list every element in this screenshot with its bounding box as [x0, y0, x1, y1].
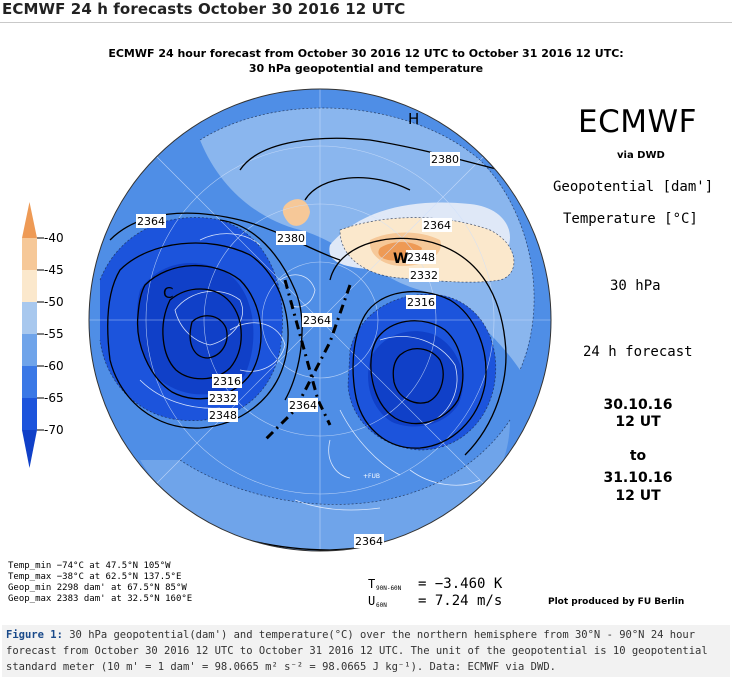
range-to: to	[629, 448, 647, 464]
metric-u-subscript: 60N	[376, 602, 387, 609]
legend-band-6	[22, 398, 37, 430]
contour-label-4: 2348	[407, 251, 435, 264]
page-title: ECMWF 24 h forecasts October 30 2016 12 …	[2, 0, 406, 18]
polar-stereographic-map: 2364 2380 2364 2380 2348 2332 2316 2364 …	[88, 88, 552, 552]
temperature-label: Temperature [°C]	[563, 211, 698, 227]
start-date: 30.10.16	[603, 397, 673, 413]
map-outline	[88, 88, 552, 552]
legend-tick-6: -70	[44, 423, 64, 437]
light-blue-region-south	[140, 420, 510, 551]
metric-u-label: U	[368, 594, 376, 608]
stat-geop-max: Geop_max 2383 dam' at 32.5°N 160°E	[8, 594, 193, 604]
high-pressure-label: H	[408, 110, 419, 128]
data-source-label: via DWD	[617, 150, 665, 161]
forecast-range: 24 h forecast	[583, 344, 693, 360]
stat-geop-min: Geop_min 2298 dam' at 67.5°N 85°W	[8, 583, 187, 593]
chart-title-line1: ECMWF 24 hour forecast from October 30 2…	[108, 47, 624, 60]
end-date: 31.10.16	[603, 470, 673, 486]
metric-t-value: = −3.460 K	[418, 576, 503, 592]
legend-band-1	[22, 238, 37, 270]
cold-center-label: C	[163, 284, 173, 302]
contour-label-3: 2380	[277, 232, 305, 245]
legend-tick-0: -40	[44, 231, 64, 245]
legend-band-3	[22, 302, 37, 334]
contour-label-10: 2348	[209, 409, 237, 422]
stat-temp-min: Temp_min −74°C at 47.5°N 105°W	[8, 561, 171, 571]
figure-caption: Figure 1: 30 hPa geopotential(dam') and …	[2, 625, 730, 677]
contour-label-11: 2364	[289, 399, 317, 412]
legend-tick-5: -65	[44, 391, 64, 405]
legend-tick-4: -60	[44, 359, 64, 373]
contour-label-9: 2332	[209, 392, 237, 405]
contour-label-2: 2364	[423, 219, 451, 232]
legend-band-5	[22, 366, 37, 398]
contour-label-0: 2364	[137, 215, 165, 228]
contour-label-7: 2364	[303, 314, 331, 327]
contour-label-12: 2364	[355, 535, 383, 548]
caption-text: 30 hPa geopotential(dam') and temperatur…	[6, 629, 708, 673]
fub-location-label: +FUB	[363, 473, 380, 480]
title-divider	[0, 22, 732, 23]
brand-logo-text: ECMWF	[578, 104, 697, 140]
contour-label-1: 2380	[431, 153, 459, 166]
plot-credit: Plot produced by FU Berlin	[548, 597, 685, 607]
warm-area-west	[282, 199, 310, 226]
trough-axes	[263, 279, 352, 442]
pressure-level: 30 hPa	[610, 278, 661, 294]
legend-tick-1: -45	[44, 263, 64, 277]
legend-band-7	[22, 430, 37, 468]
cold-core-west	[136, 263, 254, 395]
legend-tick-3: -55	[44, 327, 64, 341]
temperature-color-legend	[22, 202, 44, 468]
end-time: 12 UT	[615, 488, 661, 504]
caption-label: Figure 1:	[6, 629, 63, 641]
temperature-contours	[99, 107, 535, 505]
chart-title: ECMWF 24 hour forecast from October 30 2…	[0, 46, 732, 76]
metric-u-value: = 7.24 m/s	[418, 593, 503, 609]
legend-band-4	[22, 334, 37, 366]
warm-center-label: W	[393, 251, 408, 267]
metric-t-label: T	[368, 577, 376, 591]
contour-labels: 2364 2380 2364 2380 2348 2332 2316 2364 …	[136, 152, 460, 548]
metric-t-subscript: 90N-60N	[376, 585, 402, 592]
legend-tick-2: -50	[44, 295, 64, 309]
cold-core-east	[368, 331, 464, 427]
stat-temp-max: Temp_max −38°C at 62.5°N 137.5°E	[8, 572, 182, 582]
contour-label-5: 2332	[410, 269, 438, 282]
geopotential-label: Geopotential [dam']	[553, 179, 714, 195]
contour-label-6: 2316	[407, 296, 435, 309]
legend-band-0	[22, 202, 37, 238]
start-time: 12 UT	[615, 414, 661, 430]
chart-title-line2: 30 hPa geopotential and temperature	[248, 62, 484, 75]
legend-band-2	[22, 270, 37, 302]
contour-label-8: 2316	[213, 375, 241, 388]
